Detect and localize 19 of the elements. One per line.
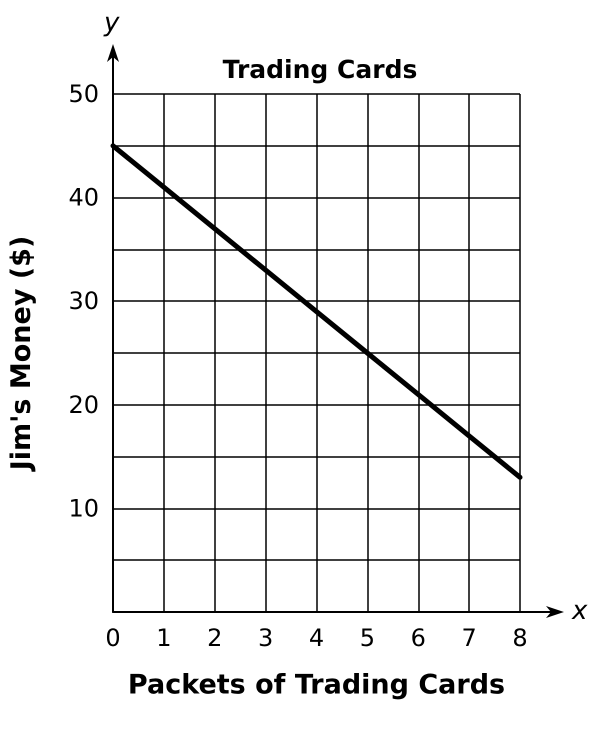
chart-title: Trading Cards: [222, 55, 418, 84]
x-tick-label: 7: [461, 624, 477, 652]
y-axis-title: Jim's Money ($): [6, 236, 37, 472]
y-tick-label: 10: [68, 494, 99, 522]
x-tick-label: 4: [308, 624, 324, 652]
x-tick-label: 0: [105, 624, 121, 652]
x-tick-label: 6: [410, 624, 426, 652]
x-tick-label: 1: [156, 624, 172, 652]
y-tick-label: 40: [68, 184, 99, 212]
x-tick-label: 8: [512, 624, 528, 652]
x-tick-label: 2: [207, 624, 222, 652]
x-axis-title: Packets of Trading Cards: [128, 670, 506, 700]
x-tick-label: 3: [258, 624, 274, 652]
y-tick-label: 20: [68, 390, 99, 419]
y-tick-label: 30: [68, 287, 99, 316]
text: y: [104, 8, 120, 38]
y-tick-label: 50: [68, 80, 99, 108]
x-tick-label: 5: [360, 624, 376, 652]
text: x: [572, 596, 588, 626]
